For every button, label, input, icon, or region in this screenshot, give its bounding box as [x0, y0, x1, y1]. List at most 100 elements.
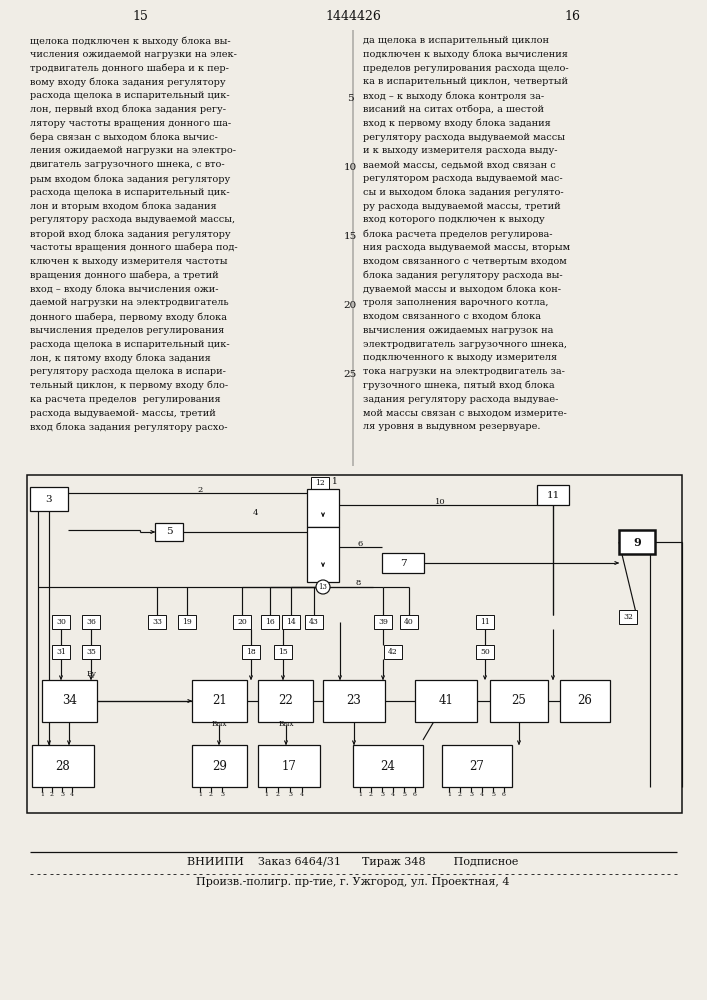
Text: 29: 29 — [212, 760, 227, 772]
Text: 22: 22 — [278, 694, 293, 708]
Text: входом связанного с четвертым входом: входом связанного с четвертым входом — [363, 257, 567, 266]
Bar — [476, 645, 494, 659]
Bar — [374, 615, 392, 629]
Text: ления ожидаемой нагрузки на электро-: ления ожидаемой нагрузки на электро- — [30, 146, 236, 155]
Bar — [192, 745, 247, 787]
Text: 12: 12 — [315, 479, 325, 487]
Text: 2: 2 — [50, 792, 54, 796]
Text: 7: 7 — [399, 558, 407, 568]
Text: 1: 1 — [198, 792, 202, 796]
Bar — [258, 745, 320, 787]
Text: 16: 16 — [265, 618, 275, 626]
Text: ру расхода выдуваемой массы, третий: ру расхода выдуваемой массы, третий — [363, 202, 561, 211]
Text: регулятору расхода щелока в испари-: регулятору расхода щелока в испари- — [30, 367, 226, 376]
Text: расхода выдуваемой- массы, третий: расхода выдуваемой- массы, третий — [30, 409, 216, 418]
Bar — [307, 527, 339, 582]
Text: 6: 6 — [413, 792, 417, 796]
Text: 5: 5 — [491, 792, 495, 796]
Text: 42: 42 — [388, 648, 398, 656]
Text: 5: 5 — [165, 528, 173, 536]
Text: вычисления ожидаемых нагрузок на: вычисления ожидаемых нагрузок на — [363, 326, 554, 335]
Text: вход – к выходу блока контроля за-: вход – к выходу блока контроля за- — [363, 91, 544, 101]
Text: тельный циклон, к первому входу бло-: тельный циклон, к первому входу бло- — [30, 381, 228, 390]
Text: 24: 24 — [380, 760, 395, 772]
Bar — [242, 645, 260, 659]
Text: 39: 39 — [378, 618, 388, 626]
Text: расхода щелока в испарительный цик-: расхода щелока в испарительный цик- — [30, 91, 230, 100]
Text: 1444426: 1444426 — [325, 9, 381, 22]
Text: регулятору расхода выдуваемой массы: регулятору расхода выдуваемой массы — [363, 133, 565, 142]
Text: подключенного к выходу измерителя: подключенного к выходу измерителя — [363, 353, 557, 362]
Bar — [192, 680, 247, 722]
Text: 4: 4 — [70, 792, 74, 796]
Text: 34: 34 — [62, 694, 77, 708]
Bar — [384, 645, 402, 659]
Text: числения ожидаемой нагрузки на элек-: числения ожидаемой нагрузки на элек- — [30, 50, 237, 59]
Text: 3: 3 — [60, 792, 64, 796]
Text: 27: 27 — [469, 760, 484, 772]
Text: ка расчета пределов  регулирования: ка расчета пределов регулирования — [30, 395, 221, 404]
Text: блока расчета пределов регулирова-: блока расчета пределов регулирова- — [363, 229, 552, 239]
Text: ния расхода выдуваемой массы, вторым: ния расхода выдуваемой массы, вторым — [363, 243, 570, 252]
Bar — [307, 489, 339, 527]
Text: донного шабера, первому входу блока: донного шабера, первому входу блока — [30, 312, 227, 322]
Text: 2: 2 — [209, 792, 213, 796]
Text: вход которого подключен к выходу: вход которого подключен к выходу — [363, 215, 545, 224]
Text: 35: 35 — [86, 648, 96, 656]
Text: 50: 50 — [480, 648, 490, 656]
Bar — [82, 615, 100, 629]
Text: 11: 11 — [547, 490, 560, 499]
Bar — [52, 645, 70, 659]
Text: 11: 11 — [480, 618, 490, 626]
Text: регулятору расхода выдуваемой массы,: регулятору расхода выдуваемой массы, — [30, 215, 235, 224]
Text: 3: 3 — [469, 792, 473, 796]
Text: лон, к пятому входу блока задания: лон, к пятому входу блока задания — [30, 353, 211, 363]
Bar — [382, 553, 424, 573]
Text: Вых: Вых — [211, 720, 227, 728]
Text: 30: 30 — [56, 618, 66, 626]
Bar — [415, 680, 477, 722]
Bar — [82, 645, 100, 659]
Text: висаний на ситах отбора, а шестой: висаний на ситах отбора, а шестой — [363, 105, 544, 114]
Bar — [178, 615, 196, 629]
Text: рым входом блока задания регулятору: рым входом блока задания регулятору — [30, 174, 230, 184]
Text: щелока подключен к выходу блока вы-: щелока подключен к выходу блока вы- — [30, 36, 230, 45]
Bar — [323, 680, 385, 722]
Text: 4: 4 — [300, 792, 304, 796]
Text: 1: 1 — [40, 792, 44, 796]
Bar — [261, 615, 279, 629]
Bar — [305, 615, 323, 629]
Text: бера связан с выходом блока вычис-: бера связан с выходом блока вычис- — [30, 133, 218, 142]
Bar — [32, 745, 94, 787]
Text: ка в испарительный циклон, четвертый: ка в испарительный циклон, четвертый — [363, 77, 568, 86]
Text: 6: 6 — [357, 540, 363, 548]
Text: 2: 2 — [369, 792, 373, 796]
Bar — [311, 477, 329, 489]
Text: вому входу блока задания регулятору: вому входу блока задания регулятору — [30, 77, 226, 87]
Text: 19: 19 — [182, 618, 192, 626]
Text: 3: 3 — [380, 792, 384, 796]
Text: 16: 16 — [564, 9, 580, 22]
Text: 21: 21 — [212, 694, 227, 708]
Bar — [258, 680, 313, 722]
Text: 8: 8 — [356, 579, 361, 587]
Bar — [619, 610, 637, 624]
Text: лон, первый вход блока задания регу-: лон, первый вход блока задания регу- — [30, 105, 226, 114]
Bar — [30, 487, 68, 511]
Text: 3: 3 — [46, 494, 52, 504]
Text: 1: 1 — [264, 792, 268, 796]
Text: ваемой массы, седьмой вход связан с: ваемой массы, седьмой вход связан с — [363, 160, 556, 169]
Text: да щелока в испарительный циклон: да щелока в испарительный циклон — [363, 36, 549, 45]
Bar — [42, 680, 97, 722]
Text: 15: 15 — [344, 232, 356, 241]
Bar — [282, 615, 300, 629]
Text: ля уровня в выдувном резервуаре.: ля уровня в выдувном резервуаре. — [363, 422, 540, 431]
Text: Произв.-полигр. пр-тие, г. Ужгород, ул. Проектная, 4: Произв.-полигр. пр-тие, г. Ужгород, ул. … — [197, 877, 510, 887]
Bar — [537, 485, 569, 505]
Text: 20: 20 — [344, 301, 356, 310]
Text: 17: 17 — [281, 760, 296, 772]
Text: 2: 2 — [276, 792, 280, 796]
Text: 41: 41 — [438, 694, 453, 708]
Bar — [148, 615, 166, 629]
Text: 36: 36 — [86, 618, 96, 626]
